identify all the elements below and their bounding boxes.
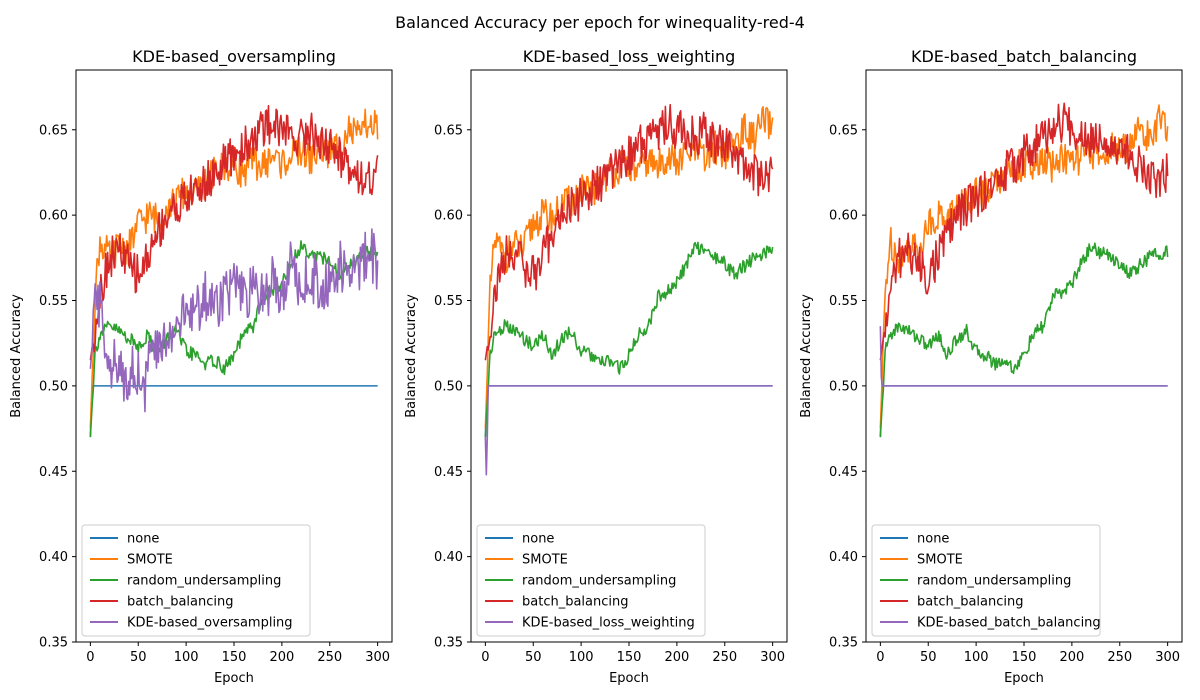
y-tick-label: 0.65 (829, 123, 858, 138)
x-tick-label: 150 (222, 650, 247, 665)
legend: none SMOTE random_undersampling batch_balan… (871, 524, 1101, 637)
legend-label: none (127, 532, 159, 547)
x-tick-label: 150 (617, 650, 642, 665)
legend-label: SMOTE (127, 553, 173, 568)
legend-label: SMOTE (917, 553, 963, 568)
series-line-random_undersampling (484, 241, 774, 438)
legend-box (81, 524, 311, 637)
legend-label: batch_balancing (522, 595, 629, 610)
y-tick-label: 0.55 (39, 294, 68, 309)
subplot-2: KDE-based_loss_weighting 0 50 100 150 200 250 3… (404, 47, 788, 686)
x-tick-label: 300 (365, 650, 390, 665)
y-tick-label: 0.45 (829, 465, 858, 480)
x-tick-label: 0 (481, 650, 489, 665)
series-group (879, 102, 1169, 438)
legend-label: none (917, 532, 949, 547)
y-axis-label: Balanced Accuracy (404, 294, 419, 418)
y-tick-label: 0.40 (39, 550, 68, 565)
y-tick-label: 0.55 (829, 294, 858, 309)
x-tick-label: 200 (269, 650, 294, 665)
legend-box (476, 524, 706, 637)
legend-label: random_undersampling (917, 574, 1071, 589)
subplot-title: KDE-based_loss_weighting (523, 47, 736, 67)
legend: none SMOTE random_undersampling batch_balan… (476, 524, 706, 637)
subplot-3: KDE-based_batch_balancing 0 50 100 150 200 250… (799, 47, 1183, 686)
x-tick-label: 300 (1155, 650, 1180, 665)
legend-label: KDE-based_loss_weighting (522, 616, 695, 631)
y-tick-label: 0.35 (434, 636, 463, 651)
legend-label: random_undersampling (522, 574, 676, 589)
x-tick-label: 250 (317, 650, 342, 665)
y-tick-label: 0.60 (434, 209, 463, 224)
y-tick-label: 0.45 (39, 465, 68, 480)
y-tick-label: 0.65 (434, 123, 463, 138)
series-group (484, 103, 774, 476)
x-axis-label: Epoch (609, 671, 649, 686)
x-tick-label: 300 (760, 650, 785, 665)
y-tick-label: 0.65 (39, 123, 68, 138)
x-tick-label: 100 (174, 650, 199, 665)
legend-box (871, 524, 1101, 637)
figure-suptitle: Balanced Accuracy per epoch for winequal… (395, 13, 805, 32)
series-line-batch_balancing (484, 103, 774, 361)
y-tick-label: 0.50 (434, 379, 463, 394)
series-line-KDE-based_loss_weighting (484, 385, 773, 476)
y-tick-label: 0.50 (39, 379, 68, 394)
x-axis-label: Epoch (1004, 671, 1044, 686)
series-line-batch_balancing (879, 102, 1169, 361)
x-tick-label: 200 (1059, 650, 1084, 665)
legend-label: KDE-based_batch_balancing (917, 616, 1101, 631)
y-tick-label: 0.45 (434, 465, 463, 480)
y-tick-label: 0.60 (39, 209, 68, 224)
x-tick-label: 250 (712, 650, 737, 665)
x-axis-label: Epoch (214, 671, 254, 686)
y-tick-label: 0.35 (829, 636, 858, 651)
y-tick-label: 0.50 (829, 379, 858, 394)
y-axis-label: Balanced Accuracy (9, 294, 24, 418)
x-tick-label: 50 (130, 650, 147, 665)
x-tick-label: 250 (1107, 650, 1132, 665)
subplot-title: KDE-based_batch_balancing (911, 47, 1137, 67)
subplots: KDE-based_oversampling 0 50 100 150 200 250 300… (9, 47, 1183, 686)
x-tick-label: 100 (964, 650, 989, 665)
y-axis-label: Balanced Accuracy (799, 294, 814, 418)
legend-label: random_undersampling (127, 574, 281, 589)
y-tick-label: 0.55 (434, 294, 463, 309)
series-line-KDE-based_oversampling (89, 228, 379, 413)
y-tick-label: 0.40 (434, 550, 463, 565)
y-tick-label: 0.35 (39, 636, 68, 651)
legend-label: batch_balancing (127, 595, 234, 610)
x-tick-label: 50 (525, 650, 542, 665)
y-tick-label: 0.60 (829, 209, 858, 224)
legend-label: SMOTE (522, 553, 568, 568)
x-tick-label: 200 (664, 650, 689, 665)
series-group (89, 104, 379, 438)
subplot-1: KDE-based_oversampling 0 50 100 150 200 250 300… (9, 47, 393, 686)
x-tick-label: 50 (920, 650, 937, 665)
legend-label: none (522, 532, 554, 547)
series-line-batch_balancing (89, 104, 379, 361)
legend: none SMOTE random_undersampling batch_balan… (81, 524, 311, 637)
legend-label: KDE-based_oversampling (127, 616, 293, 631)
legend-label: batch_balancing (917, 595, 1024, 610)
x-tick-label: 0 (86, 650, 94, 665)
subplot-title: KDE-based_oversampling (132, 47, 336, 67)
series-line-random_undersampling (879, 242, 1169, 438)
x-tick-label: 0 (876, 650, 884, 665)
y-tick-label: 0.40 (829, 550, 858, 565)
series-line-KDE-based_batch_balancing (879, 326, 1168, 387)
x-tick-label: 150 (1012, 650, 1037, 665)
x-tick-label: 100 (569, 650, 594, 665)
